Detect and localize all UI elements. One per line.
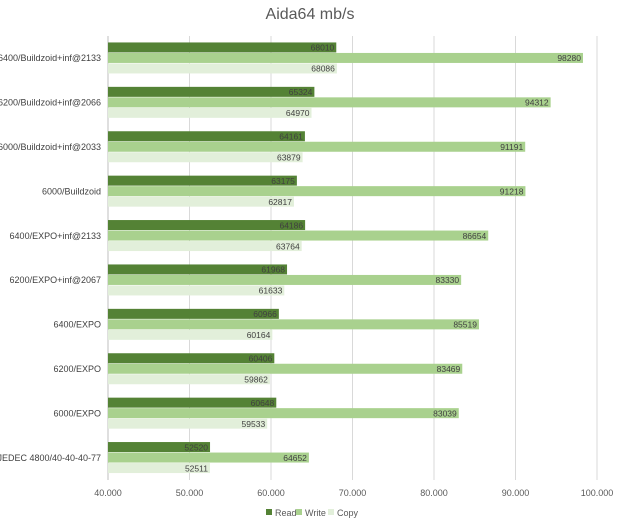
bar-write — [108, 274, 462, 285]
bar-copy — [108, 285, 285, 296]
x-tick-label: 50.000 — [176, 488, 204, 498]
bar-read — [108, 264, 288, 275]
category-label: 6000/Buildzoid — [42, 186, 101, 196]
bar-read — [108, 353, 275, 364]
bar-write — [108, 408, 459, 419]
data-label: 64161 — [279, 132, 303, 142]
category-label: 6200/EXPO+inf@2067 — [10, 275, 101, 285]
category-label: 6400/EXPO+inf@2133 — [10, 231, 101, 241]
data-label: 65324 — [289, 87, 313, 97]
legend-swatch-read — [266, 509, 272, 515]
bar-copy — [108, 463, 210, 474]
data-label: 52520 — [184, 442, 208, 452]
bar-write — [108, 363, 463, 374]
legend-label-read: Read — [275, 508, 297, 518]
category-labels: 6400/Buildzoid+inf@2133 6200/Buildzoid+in… — [0, 53, 101, 463]
category-label: 6000/EXPO — [53, 408, 101, 418]
x-tick-label: 70.000 — [339, 488, 367, 498]
data-label: 63879 — [277, 153, 301, 163]
data-label: 91218 — [500, 186, 524, 196]
data-label: 91191 — [500, 142, 523, 152]
x-tick-label: 80.000 — [420, 488, 448, 498]
bar-copy — [108, 329, 273, 340]
data-label: 64186 — [279, 220, 303, 230]
legend-label-write: Write — [305, 508, 326, 518]
bar-write — [108, 452, 309, 463]
data-label: 63764 — [276, 241, 300, 251]
bar-read — [108, 308, 279, 319]
bar-read — [108, 442, 211, 453]
data-label: 94312 — [525, 98, 549, 108]
bar-copy — [108, 418, 268, 429]
category-label: 6400/Buildzoid+inf@2133 — [0, 53, 101, 63]
category-label: 6200/Buildzoid+inf@2066 — [0, 98, 101, 108]
category-label: JEDEC 4800/40-40-40-77 — [0, 453, 101, 463]
bar-read — [108, 42, 337, 53]
data-label: 64970 — [286, 108, 310, 118]
bar-write — [108, 319, 479, 330]
bar-write — [108, 141, 526, 152]
data-label: 83039 — [433, 408, 457, 418]
bar-copy — [108, 196, 294, 207]
data-label: 83330 — [435, 275, 459, 285]
legend: Read Write Copy — [266, 508, 359, 518]
bar-write — [108, 97, 551, 108]
legend-swatch-write — [296, 509, 302, 515]
data-label: 83469 — [437, 364, 461, 374]
data-label: 68086 — [311, 64, 335, 74]
bar-read — [108, 86, 315, 97]
x-tick-label: 100.000 — [581, 488, 614, 498]
data-label: 60966 — [253, 309, 277, 319]
category-label: 6200/EXPO — [53, 364, 101, 374]
category-label: 6000/Buildzoid+inf@2033 — [0, 142, 101, 152]
bar-write — [108, 230, 489, 241]
bar-copy — [108, 152, 303, 163]
legend-label-copy: Copy — [337, 508, 359, 518]
bar-copy — [108, 107, 312, 118]
x-tick-label: 40.000 — [94, 488, 122, 498]
chart-title: Aida64 mb/s — [266, 6, 355, 23]
x-tick-label: 90.000 — [502, 488, 530, 498]
x-tick-label: 60.000 — [257, 488, 285, 498]
data-label: 85519 — [453, 320, 477, 330]
bar-copy — [108, 374, 270, 385]
category-label: 6400/EXPO — [53, 320, 101, 330]
legend-swatch-copy — [328, 509, 334, 515]
data-label: 98280 — [557, 53, 581, 63]
data-label: 64652 — [283, 453, 307, 463]
bar-read — [108, 397, 277, 408]
bar-read — [108, 220, 306, 231]
data-label: 61968 — [261, 265, 285, 275]
data-label: 60648 — [251, 398, 275, 408]
data-label: 52511 — [185, 463, 208, 473]
data-label: 60164 — [247, 330, 271, 340]
bar-copy — [108, 63, 337, 74]
data-label: 61633 — [259, 286, 283, 296]
data-label: 59862 — [244, 375, 268, 385]
data-label: 59533 — [242, 419, 266, 429]
bar-write — [108, 186, 526, 197]
data-label: 63175 — [271, 176, 295, 186]
bars: 68010 98280 68086 65324 94312 64970 64161 91191… — [108, 42, 583, 473]
data-label: 62817 — [268, 197, 292, 207]
data-label: 68010 — [311, 43, 335, 53]
bar-copy — [108, 241, 302, 252]
bar-read — [108, 131, 305, 142]
data-label: 60406 — [249, 354, 273, 364]
x-axis-ticks: 40.000 50.000 60.000 70.000 80.000 90.000 100.… — [94, 488, 613, 498]
bar-write — [108, 52, 583, 63]
data-label: 86654 — [463, 231, 487, 241]
bar-read — [108, 175, 297, 186]
